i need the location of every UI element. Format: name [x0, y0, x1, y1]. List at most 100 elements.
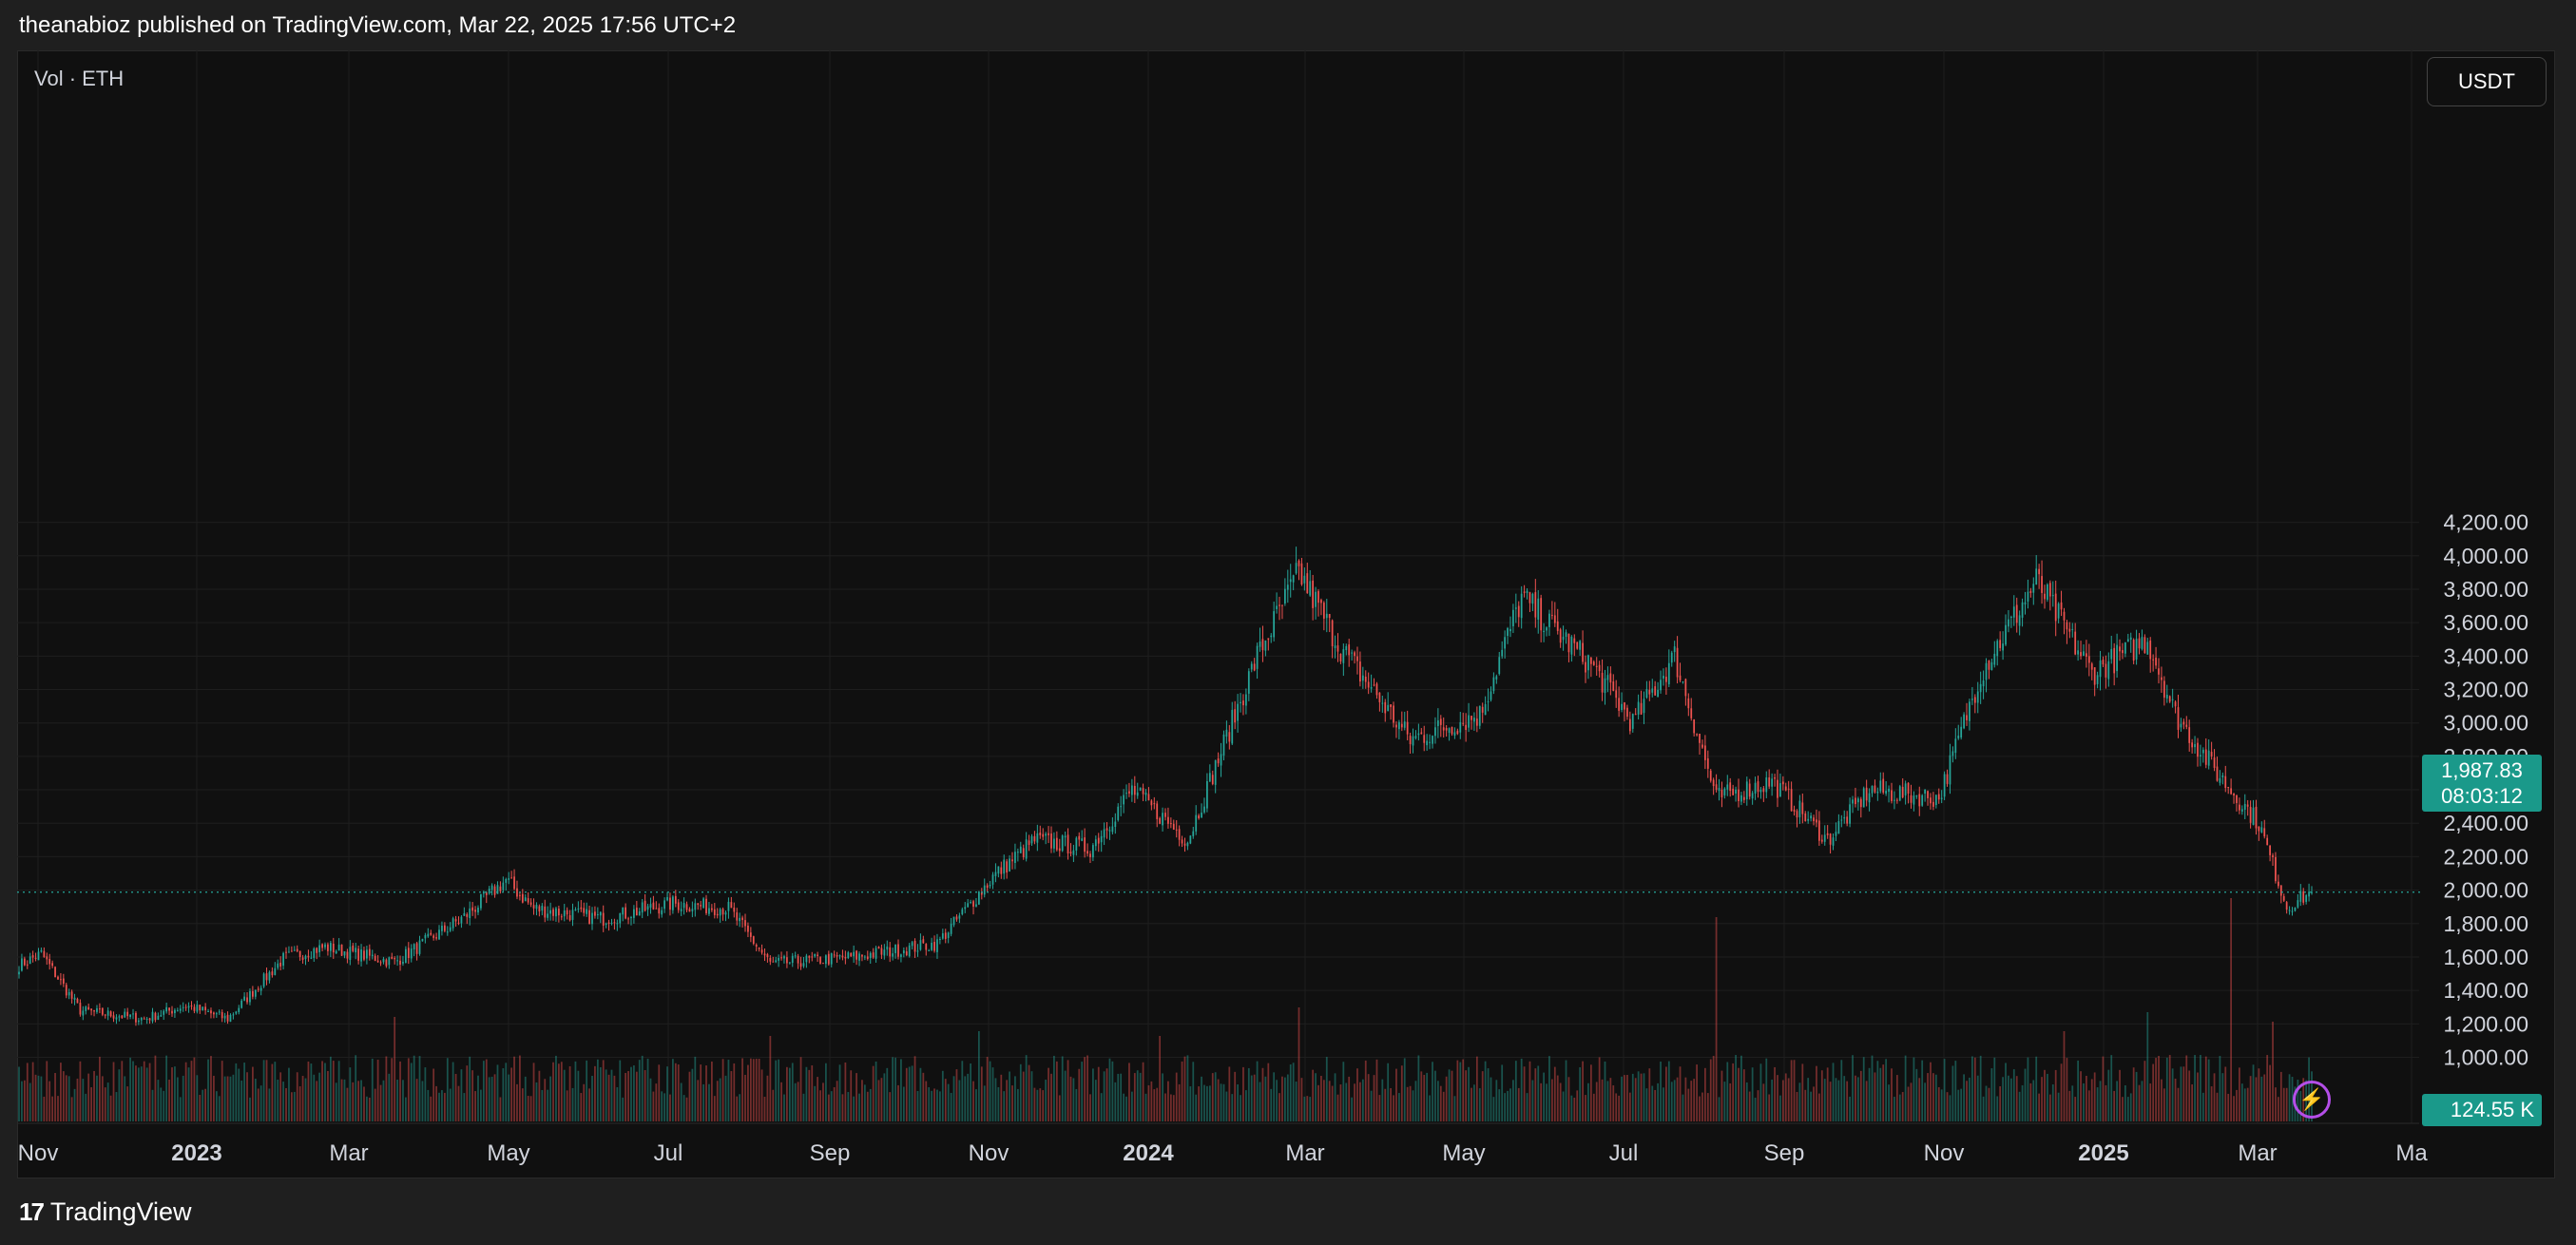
candle-body [1289, 579, 1292, 583]
candle-body [1286, 584, 1289, 590]
volume-bar [970, 1063, 971, 1121]
candle-body [184, 1006, 187, 1008]
candle-body [2063, 611, 2066, 621]
candle-body [760, 949, 763, 953]
volume-bar [2063, 1031, 2066, 1121]
volume-bar [145, 1067, 148, 1121]
volume-bar [1684, 1077, 1687, 1121]
candle-body [783, 956, 785, 959]
volume-bar [184, 1062, 187, 1121]
candle-body [1417, 733, 1420, 736]
candle-body [739, 917, 741, 922]
candle-body [1264, 641, 1267, 651]
candle-body [2188, 727, 2191, 743]
volume-bar [1403, 1058, 1406, 1121]
volume-bar [1417, 1055, 1420, 1121]
candle-body [1442, 727, 1445, 731]
y-tick-label: 1,200.00 [2443, 1011, 2528, 1036]
volume-bar [1203, 1084, 1205, 1121]
volume-bar [513, 1056, 515, 1121]
volume-bar [1336, 1094, 1339, 1121]
candle-body [747, 925, 749, 932]
candle-body [1843, 816, 1846, 819]
volume-bar [1276, 1080, 1278, 1121]
volume-bar [482, 1061, 485, 1121]
candle-body [580, 907, 583, 910]
y-tick-label: 2,200.00 [2443, 844, 2528, 869]
volume-bar [1459, 1062, 1462, 1121]
volume-bar [2171, 1068, 2174, 1121]
volume-bar [892, 1057, 894, 1121]
volume-bar [1108, 1058, 1111, 1121]
candle-body [1726, 784, 1729, 790]
volume-bar [1475, 1056, 1478, 1121]
volume-bar [1022, 1071, 1025, 1121]
volume-bar [1220, 1083, 1222, 1121]
volume-bar [1837, 1080, 1840, 1121]
volume-bar [301, 1076, 304, 1121]
candle-body [858, 953, 860, 961]
candle-body [1468, 715, 1470, 728]
candle-body [563, 910, 566, 917]
candle-body [1973, 697, 1976, 703]
volume-bar [1295, 1082, 1298, 1121]
volume-bar [1451, 1070, 1453, 1121]
candle-body [2275, 856, 2277, 882]
volume-bar [1414, 1081, 1417, 1121]
footer-branding[interactable]: 17 TradingView [19, 1197, 192, 1227]
volume-bar [1687, 1088, 1690, 1121]
volume-bar [1283, 1077, 1286, 1121]
volume-bar [1940, 1089, 1943, 1121]
volume-bar [844, 1062, 847, 1121]
volume-bar [1946, 1092, 1949, 1121]
candle-body [1512, 609, 1514, 627]
volume-bar [897, 1084, 899, 1121]
volume-bar [2096, 1087, 2099, 1121]
volume-bar [2288, 1074, 2291, 1121]
volume-bar [947, 1083, 950, 1121]
volume-bar [424, 1067, 427, 1121]
volume-bar [529, 1096, 532, 1121]
candle-body [672, 896, 674, 910]
volume-bar [466, 1065, 469, 1121]
candle-body [243, 996, 245, 1001]
volume-bar [2185, 1055, 2188, 1121]
candle-body [290, 950, 293, 952]
candle-body [833, 954, 836, 956]
volume-bar [112, 1062, 115, 1121]
candle-body [421, 938, 424, 942]
volume-bar [2204, 1056, 2207, 1121]
candle-body [2093, 667, 2096, 685]
candle-body [1459, 721, 1462, 733]
candle-body [552, 909, 554, 916]
volume-bar [496, 1064, 499, 1121]
candle-body [337, 944, 340, 951]
volume-bar [413, 1055, 415, 1121]
candle-body [1595, 665, 1598, 667]
volume-bar [368, 1097, 371, 1121]
volume-bar [1400, 1065, 1403, 1121]
candle-body [1378, 692, 1381, 702]
candle-body [1398, 721, 1400, 730]
candle-body [2096, 675, 2099, 684]
lightning-icon[interactable]: ⚡ [2293, 1081, 2331, 1119]
x-tick-label: Mar [329, 1140, 368, 1166]
candle-body [410, 948, 413, 959]
candle-body [254, 989, 257, 997]
volume-bar [797, 1082, 799, 1121]
volume-bar [1306, 1096, 1309, 1121]
volume-bar [883, 1073, 886, 1121]
currency-selector-button[interactable]: USDT [2427, 57, 2547, 106]
volume-bar [752, 1059, 755, 1121]
volume-bar [566, 1090, 568, 1121]
volume-bar [950, 1092, 952, 1121]
candle-body [674, 895, 677, 904]
volume-bar [1395, 1068, 1397, 1121]
candle-body [316, 948, 318, 953]
volume-bar [70, 1097, 73, 1121]
candle-body [2080, 652, 2082, 657]
volume-bar [1856, 1077, 1859, 1121]
candle-body [1969, 701, 1970, 721]
candle-body [1339, 653, 1342, 662]
